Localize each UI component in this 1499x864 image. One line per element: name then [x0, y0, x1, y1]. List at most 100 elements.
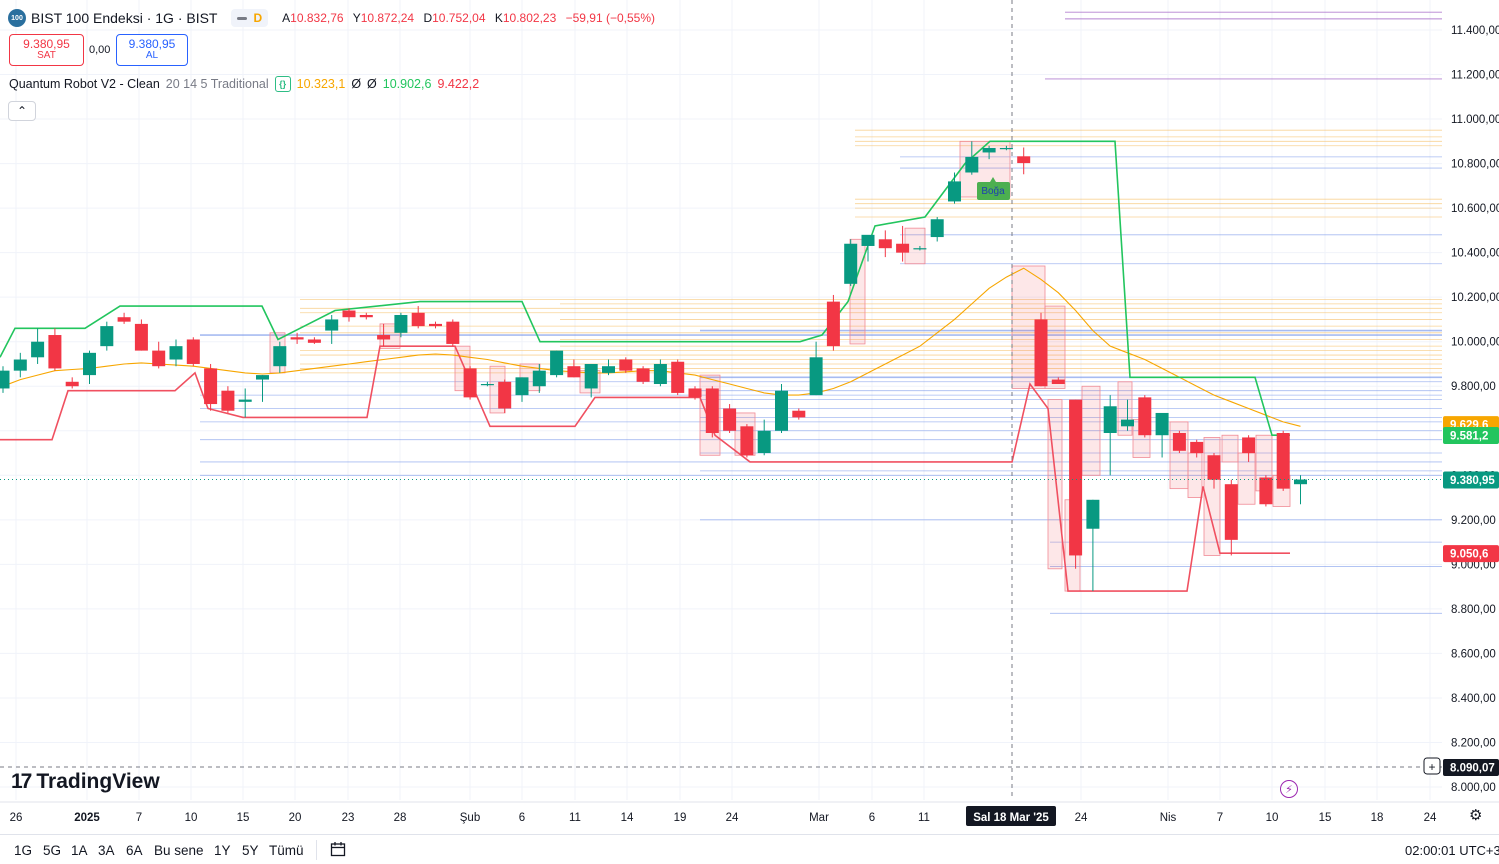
timeframe-button[interactable]: 6A	[126, 843, 143, 858]
candle[interactable]	[515, 377, 529, 402]
candle[interactable]	[809, 341, 823, 396]
candle[interactable]	[1086, 499, 1100, 592]
source-code-icon[interactable]: {}	[274, 76, 291, 92]
candle[interactable]	[1190, 439, 1204, 458]
timeframe-button[interactable]: Tümü	[269, 843, 304, 858]
candle[interactable]	[31, 328, 45, 364]
candle[interactable]	[1242, 435, 1256, 462]
price-axis[interactable]: 8.000,00 8.200,00 8.400,00 8.600,00 8.800,00…	[1423, 0, 1499, 834]
timeframe-button[interactable]: 1G	[14, 843, 33, 858]
candle[interactable]	[256, 375, 269, 402]
timeframe-button[interactable]: 1A	[71, 843, 88, 858]
candle[interactable]	[965, 141, 979, 175]
buy-button[interactable]: 9.380,95 AL	[116, 34, 188, 66]
indicator-legend[interactable]: Quantum Robot V2 - Clean 20 14 5 Traditi…	[9, 76, 479, 92]
candle[interactable]	[999, 145, 1013, 151]
candle[interactable]	[48, 328, 62, 371]
candle[interactable]	[619, 357, 633, 373]
candle[interactable]	[325, 314, 339, 344]
candle[interactable]	[740, 424, 754, 458]
candle[interactable]	[584, 363, 598, 398]
candle[interactable]	[1172, 430, 1186, 454]
gear-icon[interactable]: ⚙	[1469, 807, 1483, 824]
symbol-title[interactable]: BIST 100 Endeksi · 1G · BIST	[31, 10, 218, 26]
candle[interactable]	[204, 363, 218, 411]
candle[interactable]	[1017, 147, 1031, 175]
candle[interactable]	[567, 359, 581, 378]
plus-icon[interactable]	[1423, 757, 1441, 775]
timeframe-button[interactable]: Bu sene	[154, 843, 204, 858]
candle[interactable]	[1276, 430, 1290, 491]
collapse-legend-button[interactable]: ⌃	[8, 101, 36, 121]
candle[interactable]	[653, 359, 667, 387]
timeframe-button[interactable]: 1Y	[214, 843, 231, 858]
candle[interactable]	[1155, 412, 1169, 458]
candle[interactable]	[688, 386, 702, 400]
candle[interactable]	[1051, 377, 1065, 385]
candle[interactable]	[792, 408, 806, 420]
candle[interactable]	[394, 312, 408, 338]
candle[interactable]	[636, 366, 650, 385]
candle[interactable]	[1121, 399, 1134, 431]
candle[interactable]	[1103, 395, 1117, 476]
candle[interactable]	[83, 350, 96, 385]
candle[interactable]	[342, 308, 356, 322]
candle[interactable]	[705, 386, 719, 438]
candle[interactable]	[550, 350, 564, 378]
candle[interactable]	[446, 319, 460, 347]
candle[interactable]	[117, 312, 131, 324]
candle[interactable]	[186, 337, 200, 367]
time-axis[interactable]: 26 2025 7 10 15 20 23 28 Şub 6 11 14 19 24 Mar 6 11 24 Nis…	[0, 801, 1499, 826]
candle[interactable]	[152, 341, 166, 369]
candle[interactable]	[221, 386, 235, 413]
candle[interactable]	[290, 332, 304, 344]
candle[interactable]	[307, 337, 321, 344]
candle[interactable]	[671, 359, 685, 396]
candle[interactable]	[602, 359, 615, 376]
candle[interactable]	[238, 388, 252, 418]
candle[interactable]	[100, 321, 114, 351]
candle[interactable]	[0, 366, 10, 393]
candle[interactable]	[498, 379, 512, 413]
candle[interactable]	[775, 384, 788, 433]
candle[interactable]	[861, 234, 875, 262]
timeframe-button[interactable]: 5G	[43, 843, 62, 858]
candle[interactable]	[532, 363, 546, 393]
bull-signal-label[interactable]: Boğa	[977, 177, 1010, 200]
sell-button[interactable]: 9.380,95 SAT	[9, 34, 84, 66]
candle[interactable]	[65, 377, 79, 389]
candle[interactable]	[359, 312, 373, 320]
tradingview-watermark[interactable]: 17 TradingView	[11, 770, 160, 794]
candle[interactable]	[1207, 453, 1221, 489]
candle[interactable]	[1259, 475, 1273, 507]
lightning-icon[interactable]: ⚡	[1280, 780, 1298, 798]
candle[interactable]	[723, 404, 737, 433]
candle[interactable]	[1224, 479, 1238, 556]
candle[interactable]	[757, 419, 771, 456]
candle[interactable]	[463, 366, 477, 400]
timeframe-button[interactable]: 5Y	[242, 843, 259, 858]
candle[interactable]	[826, 294, 840, 351]
candle[interactable]	[1069, 399, 1083, 569]
candle[interactable]	[948, 172, 961, 204]
candle[interactable]	[411, 306, 425, 329]
candle[interactable]	[844, 239, 858, 287]
timeframe-button[interactable]: 3A	[98, 843, 115, 858]
candle[interactable]	[273, 341, 287, 373]
candle[interactable]	[913, 245, 927, 251]
candle[interactable]	[982, 145, 996, 160]
candle[interactable]	[1138, 395, 1152, 438]
candle[interactable]	[896, 225, 910, 262]
calendar-icon[interactable]	[330, 841, 346, 857]
candle[interactable]	[134, 319, 148, 351]
candle[interactable]	[878, 230, 892, 258]
candle[interactable]	[930, 217, 944, 242]
candle[interactable]	[13, 352, 27, 378]
candle[interactable]	[1034, 312, 1048, 387]
candle[interactable]	[429, 321, 442, 329]
candle[interactable]	[377, 323, 391, 347]
candle[interactable]	[480, 381, 494, 387]
candle[interactable]	[169, 339, 183, 367]
candle[interactable]	[1294, 475, 1307, 505]
